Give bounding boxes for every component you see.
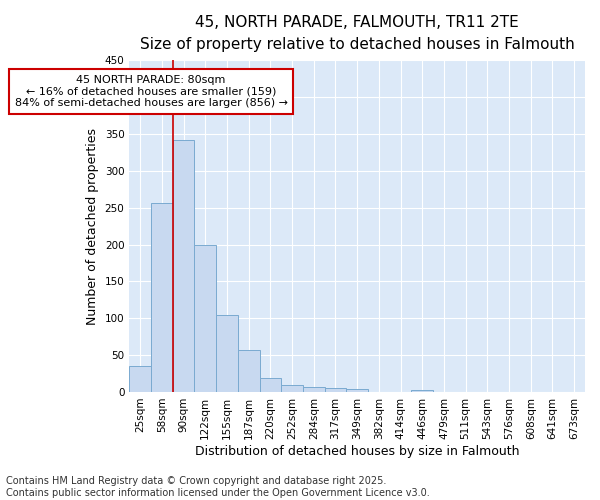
Text: Contains HM Land Registry data © Crown copyright and database right 2025.
Contai: Contains HM Land Registry data © Crown c… [6,476,430,498]
Bar [412,390,433,392]
Title: 45, NORTH PARADE, FALMOUTH, TR11 2TE
Size of property relative to detached house: 45, NORTH PARADE, FALMOUTH, TR11 2TE Siz… [140,15,575,52]
Bar [238,350,260,392]
Bar [194,246,216,392]
Bar [151,202,173,392]
Text: 45 NORTH PARADE: 80sqm
← 16% of detached houses are smaller (159)
84% of semi-de: 45 NORTH PARADE: 80sqm ← 16% of detached… [14,75,287,108]
Bar [346,389,368,392]
Bar [216,316,238,392]
Bar [325,388,346,392]
Bar [130,366,151,392]
Y-axis label: Number of detached properties: Number of detached properties [86,128,99,324]
Bar [173,140,194,392]
Bar [303,387,325,392]
Bar [281,384,303,392]
Bar [260,378,281,392]
X-axis label: Distribution of detached houses by size in Falmouth: Distribution of detached houses by size … [195,444,520,458]
